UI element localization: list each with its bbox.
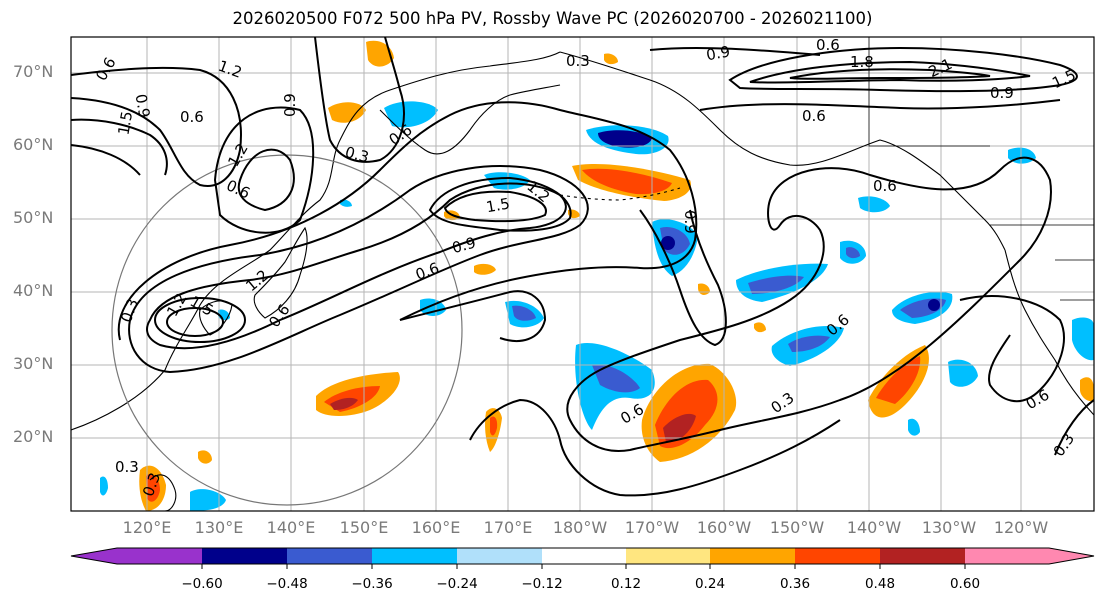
coastline-namerica (1004, 249, 1094, 416)
svg-text:1.5: 1.5 (114, 110, 136, 137)
svg-text:0.3: 0.3 (115, 458, 139, 476)
svg-text:0.3: 0.3 (566, 52, 590, 70)
map-frame (70, 36, 1095, 512)
svg-text:0.6: 0.6 (816, 36, 840, 54)
colorbar-bin (965, 548, 1049, 564)
coastlines (71, 37, 1094, 511)
svg-text:0.3: 0.3 (343, 143, 371, 167)
lat-label-40n: 40°N (13, 281, 54, 300)
svg-text:0.9: 0.9 (705, 42, 732, 64)
colorbar-bin (372, 548, 457, 564)
svg-text:0.9: 0.9 (132, 93, 154, 120)
lon-label-140w: 140°W (846, 518, 902, 537)
lon-label-120w: 120°W (993, 518, 1049, 537)
colorbar-bin (795, 548, 880, 564)
coastline-alaska (559, 51, 1006, 251)
lat-label-60n: 60°N (13, 135, 54, 154)
colorbar-bin (287, 548, 372, 564)
lat-label-50n: 50°N (13, 208, 54, 227)
pv-contours (71, 37, 1094, 497)
colorbar-bin (626, 548, 710, 564)
map-title: 2026020500 F072 500 hPa PV, Rossby Wave … (232, 9, 873, 28)
colorbar-tick-label: −0.60 (181, 576, 223, 592)
coastline-korea (199, 300, 233, 336)
svg-text:0.9: 0.9 (681, 210, 699, 234)
lat-label-20n: 20°N (13, 427, 54, 446)
colorbar-bin (117, 548, 202, 564)
colorbar-tick-label: 0.48 (864, 576, 896, 592)
colorbar-tick-label: −0.48 (266, 576, 308, 592)
lon-label-150w: 150°W (769, 518, 825, 537)
lon-label-170w: 170°W (624, 518, 680, 537)
svg-text:0.9: 0.9 (990, 84, 1014, 102)
colorbar-extend-high (1049, 548, 1094, 564)
lon-label-130w: 130°W (921, 518, 977, 537)
lon-label-160w: 160°W (696, 518, 752, 537)
lon-label-170e: 170°E (483, 518, 533, 537)
svg-text:0.9: 0.9 (281, 93, 299, 117)
lon-label-140e: 140°E (266, 518, 316, 537)
anomaly-positive-aleutian-core (582, 168, 672, 195)
colorbar-tick-label: −0.36 (351, 576, 393, 592)
colorbar-bin (880, 548, 965, 564)
lat-label-30n: 30°N (13, 354, 54, 373)
lat-label-70n: 70°N (13, 62, 54, 81)
anomaly-negative-bering-core (598, 130, 652, 148)
colorbar-extend-low (71, 548, 117, 564)
svg-text:0.6: 0.6 (802, 107, 826, 125)
colorbar-bin (202, 548, 287, 564)
coastline-asia (71, 51, 561, 431)
svg-text:1.5: 1.5 (485, 194, 512, 216)
colorbar-bin (457, 548, 542, 564)
lon-label-150e: 150°E (339, 518, 389, 537)
colorbar-tick-label: 0.36 (779, 576, 811, 592)
colorbar-tick-label: 0.60 (949, 576, 981, 592)
colorbar (70, 547, 1095, 569)
svg-text:0.6: 0.6 (180, 108, 204, 126)
colorbar-bin (542, 548, 626, 564)
lon-label-130e: 130°E (194, 518, 244, 537)
svg-text:1.8: 1.8 (850, 53, 874, 71)
colorbar-bin (710, 548, 795, 564)
svg-text:0.6: 0.6 (873, 177, 897, 195)
svg-text:0.9: 0.9 (450, 233, 478, 257)
colorbar-tick-label: −0.24 (436, 576, 478, 592)
lon-label-120e: 120°E (122, 518, 172, 537)
coastline-japan (253, 226, 308, 319)
reference-circle (111, 154, 463, 506)
colorbar-tick-label: 0.12 (610, 576, 642, 592)
colorbar-tick-label: 0.24 (694, 576, 726, 592)
colorbar-tick-label: −0.12 (521, 576, 563, 592)
lon-label-180w: 180°W (552, 518, 608, 537)
lon-label-160e: 160°E (411, 518, 461, 537)
borders-namerica (868, 37, 1094, 301)
